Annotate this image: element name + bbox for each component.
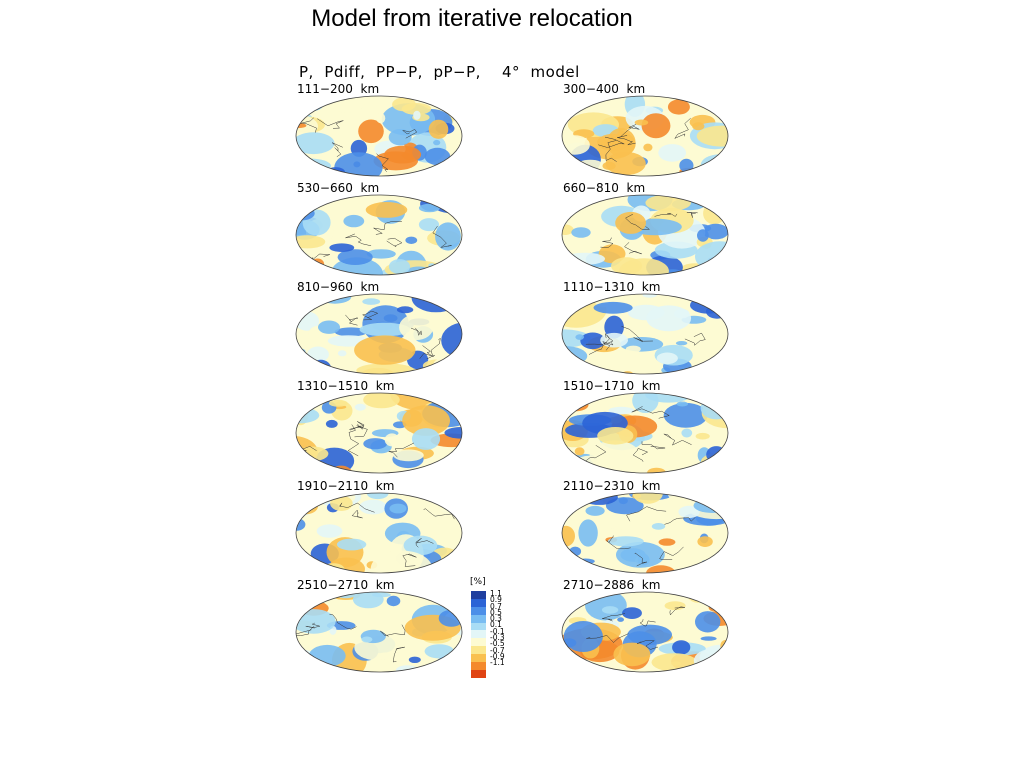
colorbar-tick-label: 0.3: [490, 614, 502, 624]
panel-label: 1510−1710 km: [563, 379, 661, 393]
colorbar-swatch: [471, 654, 486, 663]
colorbar-tick-label: 0.7: [490, 601, 502, 611]
colorbar-tick-label: -0.5: [490, 639, 505, 649]
globe-map: [561, 492, 729, 574]
panel-label: 1310−1510 km: [297, 379, 395, 393]
colorbar-swatch: [471, 606, 486, 615]
colorbar-swatch: [471, 598, 486, 607]
map-panel-1: 111−200 km: [295, 82, 477, 182]
colorbar-swatch: [471, 622, 486, 631]
panel-label: 660−810 km: [563, 181, 646, 195]
globe-map: [561, 293, 729, 375]
map-panel-5: 810−960 km: [295, 280, 477, 380]
colorbar-swatch: [471, 638, 486, 647]
globe-map: [561, 591, 729, 673]
globe-map: [561, 392, 729, 474]
globe-map: [561, 95, 729, 177]
colorbar-swatch: [471, 630, 486, 639]
panel-label: 2510−2710 km: [297, 578, 395, 592]
colorbar-tick-label: 0.9: [490, 595, 502, 605]
colorbar-swatch: [471, 646, 486, 655]
panel-label: 2110−2310 km: [563, 479, 661, 493]
colorbar-tick-label: -0.7: [490, 645, 505, 655]
map-panel-7: 1310−1510 km: [295, 379, 477, 479]
colorbar-swatch: [471, 614, 486, 623]
globe-map: [295, 194, 463, 276]
map-panel-9: 1910−2110 km: [295, 479, 477, 579]
colorbar: [%] 1.1 0.9 0.7 0.5 0.3 0.1 -0.1 -0.3 -0.5 -0.7 -0…: [468, 577, 518, 687]
colorbar-swatches: [471, 591, 486, 678]
colorbar-tick-label: 0.1: [490, 620, 502, 630]
slide-title: Model from iterative relocation: [311, 5, 633, 32]
globe-map: [295, 95, 463, 177]
colorbar-tick-label: -0.3: [490, 633, 505, 643]
map-panel-8: 1510−1710 km: [561, 379, 743, 479]
panel-label: 111−200 km: [297, 82, 380, 96]
globe-map: [295, 492, 463, 574]
globe-map: [295, 293, 463, 375]
map-panel-6: 1110−1310 km: [561, 280, 743, 380]
panel-label: 1110−1310 km: [563, 280, 661, 294]
globe-map: [295, 591, 463, 673]
map-panel-11: 2510−2710 km: [295, 578, 477, 678]
panel-label: 300−400 km: [563, 82, 646, 96]
colorbar-tick-label: -0.1: [490, 626, 505, 636]
map-panel-12: 2710−2886 km: [561, 578, 743, 678]
globe-map: [295, 392, 463, 474]
colorbar-unit: [%]: [470, 577, 486, 587]
map-panel-10: 2110−2310 km: [561, 479, 743, 579]
panel-label: 1910−2110 km: [297, 479, 395, 493]
figure-header: P, Pdiff, PP−P, pP−P, 4° model: [299, 63, 580, 81]
colorbar-tick-label: -1.1: [490, 658, 505, 668]
map-panel-2: 300−400 km: [561, 82, 743, 182]
colorbar-tick-label: 0.5: [490, 607, 502, 617]
panel-label: 810−960 km: [297, 280, 380, 294]
panel-label: 530−660 km: [297, 181, 380, 195]
colorbar-tick-label: 1.1: [490, 589, 502, 598]
panel-label: 2710−2886 km: [563, 578, 661, 592]
colorbar-swatch: [471, 669, 486, 678]
colorbar-tick-label: -0.9: [490, 651, 505, 661]
map-panel-4: 660−810 km: [561, 181, 743, 281]
map-panel-3: 530−660 km: [295, 181, 477, 281]
globe-map: [561, 194, 729, 276]
colorbar-swatch: [471, 662, 486, 670]
colorbar-swatch: [471, 591, 486, 599]
colorbar-ticks: 1.1 0.9 0.7 0.5 0.3 0.1 -0.1 -0.3 -0.5 -0.7 -0.9 -1…: [490, 589, 505, 668]
